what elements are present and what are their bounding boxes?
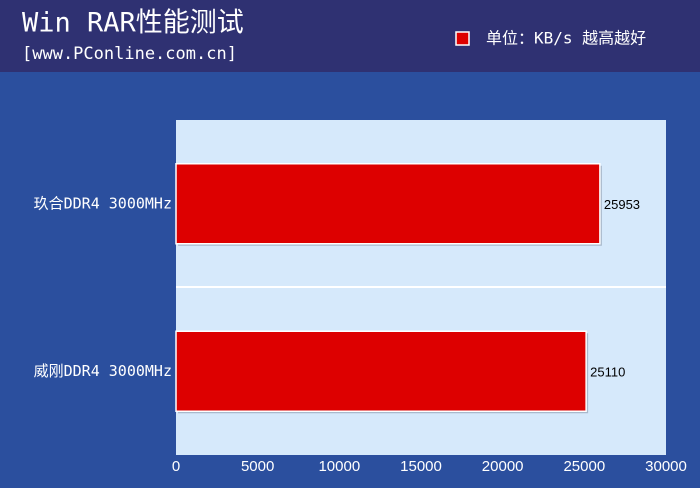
x-tick-label: 30000 — [645, 458, 687, 475]
x-tick-label: 5000 — [241, 458, 274, 475]
value-label: 25953 — [604, 197, 640, 212]
chart-subtitle: [www.PConline.com.cn] — [22, 44, 237, 64]
y-tick-label: 玖合DDR4 3000MHz — [34, 194, 172, 212]
chart-title: Win RAR性能测试 — [22, 8, 244, 39]
x-tick-label: 0 — [172, 458, 180, 475]
y-tick-label: 威刚DDR4 3000MHz — [34, 362, 172, 380]
x-tick-label: 15000 — [400, 458, 442, 475]
x-tick-label: 10000 — [318, 458, 360, 475]
legend-swatch — [455, 31, 470, 46]
legend-label: 单位：KB/s 越高越好 — [486, 29, 646, 48]
x-tick-label: 25000 — [563, 458, 605, 475]
bar — [175, 330, 587, 412]
x-tick-label: 20000 — [482, 458, 524, 475]
header-band — [0, 0, 700, 72]
value-label: 25110 — [590, 365, 625, 380]
bar — [175, 163, 601, 245]
